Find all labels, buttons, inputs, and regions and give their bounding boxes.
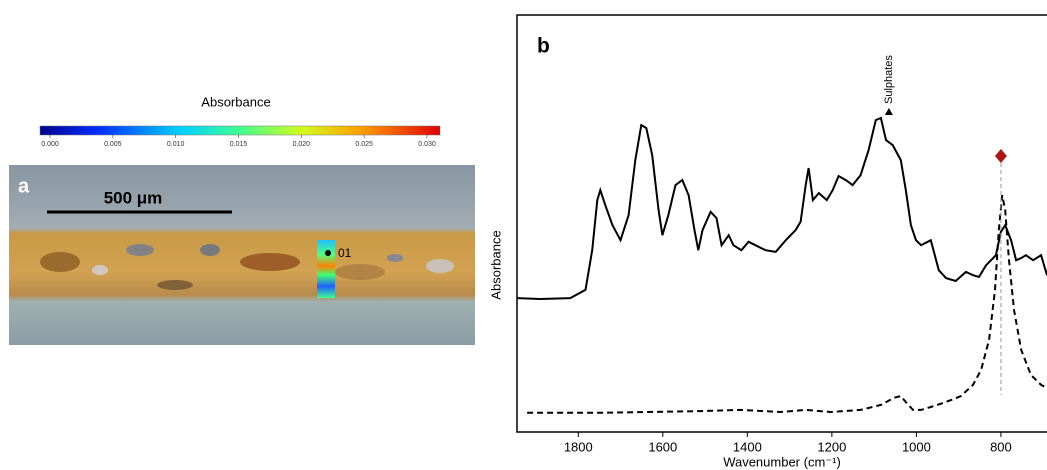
colorbar-tick-label: 0.015 <box>230 141 248 148</box>
micrograph <box>9 165 475 345</box>
plot-frame <box>516 14 1047 433</box>
colorbar-tick-label: 0.000 <box>41 141 59 148</box>
point <box>325 250 331 256</box>
colorbar-tick-label: 0.025 <box>355 141 373 148</box>
x-tick-label: 1600 <box>648 439 677 454</box>
colorbar-tick-label: 0.005 <box>104 141 122 148</box>
colorbar <box>39 125 441 136</box>
colorbar-title: Absorbance <box>201 94 270 109</box>
colorbar-tick-label: 0.030 <box>418 141 436 148</box>
x-tick-label: 800 <box>990 439 1012 454</box>
point-label: 01 <box>338 246 352 260</box>
series-line <box>527 194 1047 414</box>
x-axis-label: Wavenumber (cm⁻¹) <box>723 454 841 469</box>
scalebar-label: 500 μm <box>104 188 163 207</box>
x-tick-label: 1800 <box>564 439 593 454</box>
annotation: Sulphates <box>883 55 895 104</box>
colorbar-tick-label: 0.010 <box>167 141 185 148</box>
annotation-arrow <box>884 108 893 115</box>
x-tick-label: 1200 <box>817 439 846 454</box>
colorbar-tick-label: 0.020 <box>293 141 311 148</box>
x-tick-label: 1000 <box>902 439 931 454</box>
series-line <box>516 116 1047 301</box>
marker <box>994 149 1007 163</box>
x-tick-label: 1400 <box>733 439 762 454</box>
panel-a: Absorbance 01 500 μm a <box>9 94 475 345</box>
panel-label: a <box>18 175 30 197</box>
panel-label: b <box>537 35 550 58</box>
y-axis-label: Absorbance <box>488 230 503 299</box>
chemical-map <box>317 240 335 298</box>
texture <box>40 244 454 290</box>
